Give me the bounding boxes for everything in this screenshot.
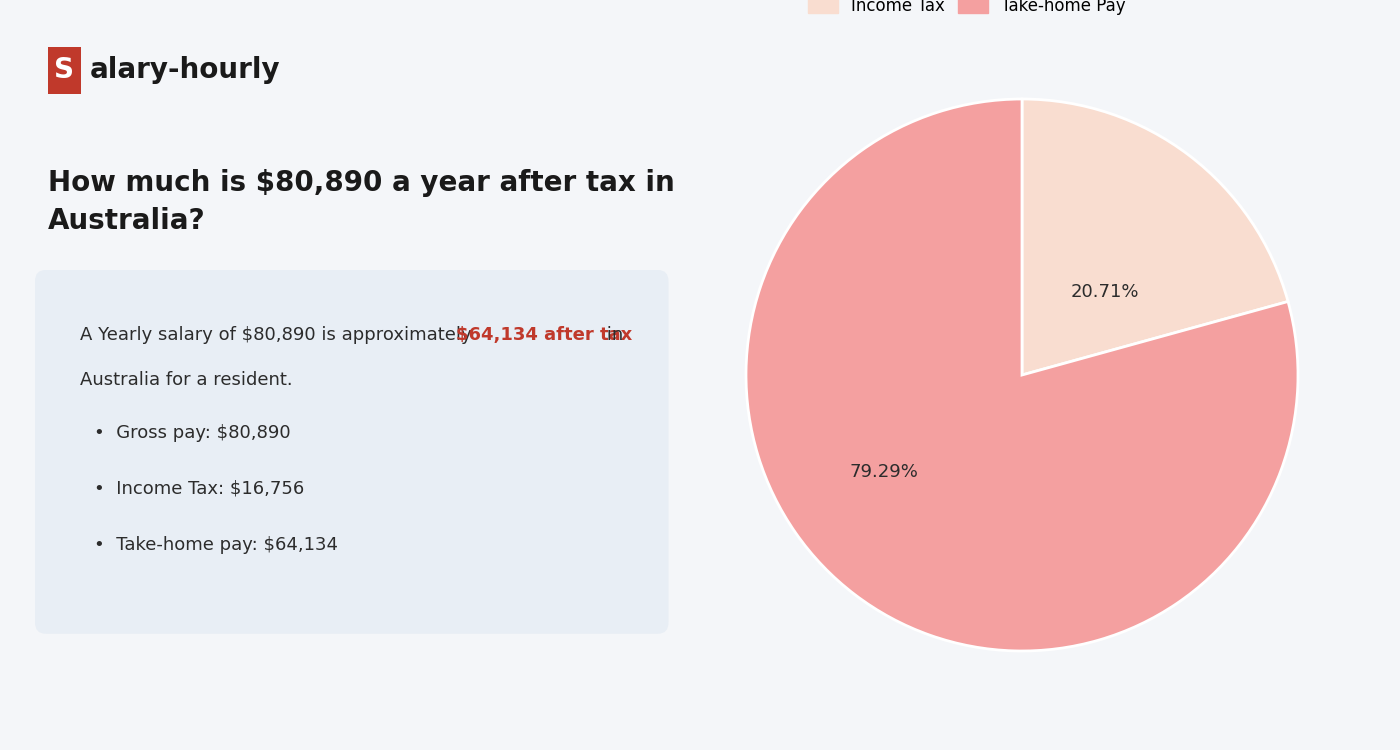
Text: 20.71%: 20.71% [1071, 284, 1140, 302]
Text: How much is $80,890 a year after tax in
Australia?: How much is $80,890 a year after tax in … [48, 169, 675, 235]
FancyBboxPatch shape [35, 270, 669, 634]
Wedge shape [746, 99, 1298, 651]
Text: •  Income Tax: $16,756: • Income Tax: $16,756 [95, 480, 305, 498]
Text: •  Gross pay: $80,890: • Gross pay: $80,890 [95, 424, 291, 442]
Text: Australia for a resident.: Australia for a resident. [81, 371, 293, 389]
Text: S: S [55, 56, 74, 85]
Text: in: in [602, 326, 623, 344]
Text: $64,134 after tax: $64,134 after tax [456, 326, 633, 344]
Legend: Income Tax, Take-home Pay: Income Tax, Take-home Pay [801, 0, 1133, 21]
FancyBboxPatch shape [48, 47, 81, 94]
Wedge shape [1022, 99, 1288, 375]
Text: 79.29%: 79.29% [850, 463, 918, 481]
Text: A Yearly salary of $80,890 is approximately: A Yearly salary of $80,890 is approximat… [81, 326, 477, 344]
Text: alary-hourly: alary-hourly [90, 56, 280, 85]
Text: •  Take-home pay: $64,134: • Take-home pay: $64,134 [95, 536, 339, 554]
